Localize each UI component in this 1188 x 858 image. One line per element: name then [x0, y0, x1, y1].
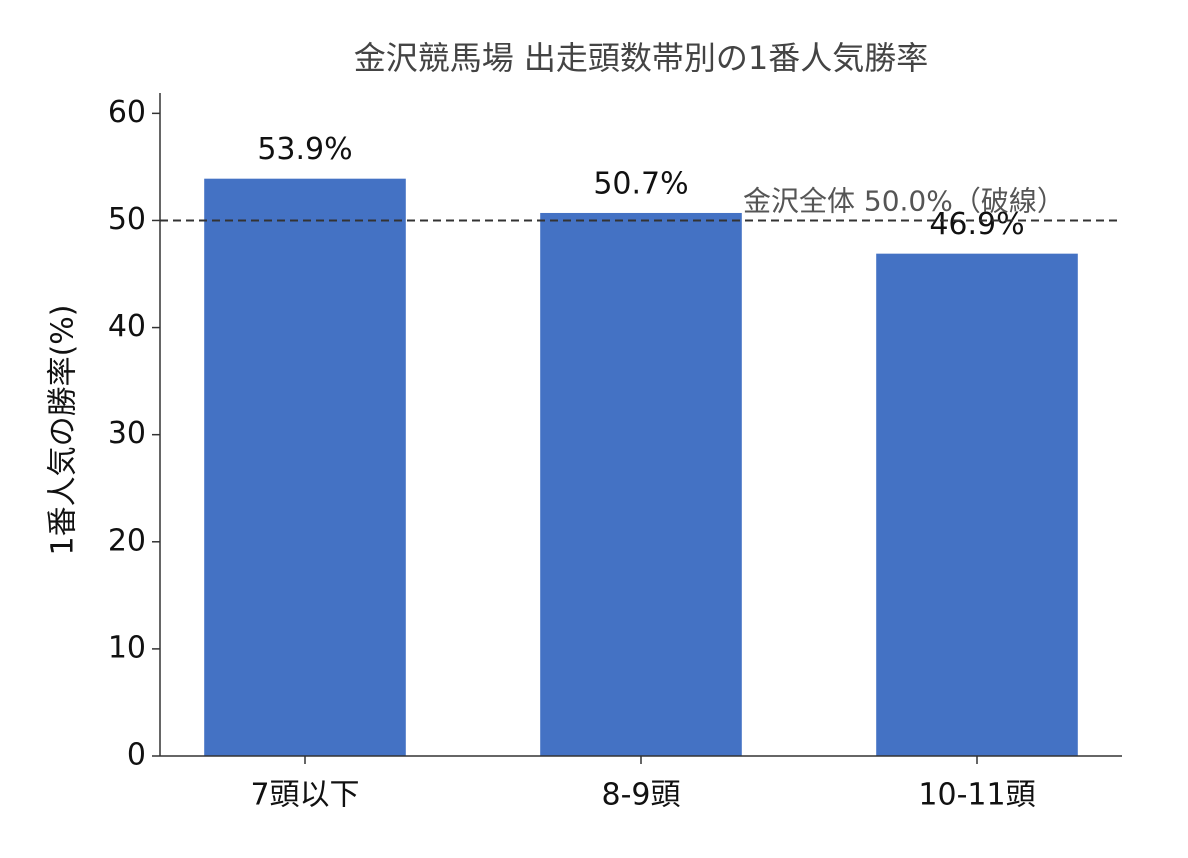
reference-label: 金沢全体 50.0%（破線）: [743, 184, 1065, 217]
y-tick-label: 50: [108, 202, 146, 237]
value-label: 46.9%: [929, 207, 1024, 242]
value-label: 50.7%: [593, 166, 688, 201]
y-tick-label: 0: [127, 738, 146, 773]
x-tick-label: 10-11頭: [918, 778, 1035, 813]
x-tick-label: 8-9頭: [602, 778, 681, 813]
y-tick-label: 40: [108, 309, 146, 344]
bar: [204, 178, 406, 756]
x-tick-label: 7頭以下: [250, 778, 359, 813]
chart-title: 金沢競馬場 出走頭数帯別の1番人気勝率: [354, 39, 929, 77]
y-tick-label: 20: [108, 523, 146, 558]
value-label: 53.9%: [257, 132, 352, 167]
y-tick-label: 60: [108, 95, 146, 130]
y-tick-label: 10: [108, 630, 146, 665]
bar: [540, 212, 742, 756]
bar: [876, 253, 1078, 756]
y-tick-label: 30: [108, 416, 146, 451]
y-axis-label: 1番人気の勝率(%): [46, 304, 81, 555]
